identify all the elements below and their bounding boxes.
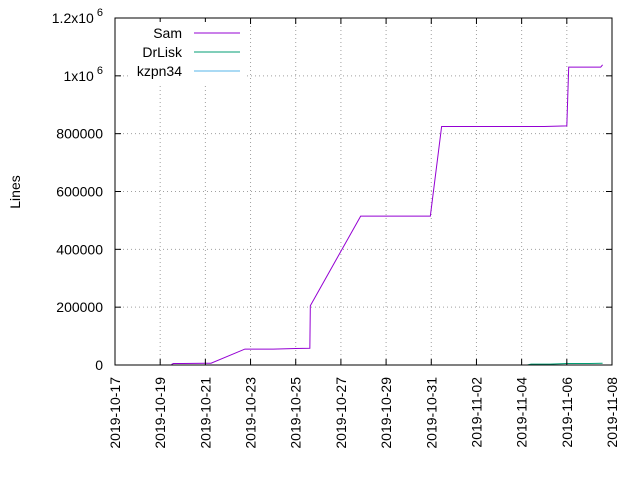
- grid-lines: [115, 18, 612, 365]
- legend-background: [128, 22, 246, 84]
- x-tick-label: 2019-10-23: [243, 377, 259, 449]
- series-lines: [171, 64, 603, 366]
- x-tick-label: 2019-11-08: [604, 377, 620, 448]
- x-tick-label: 2019-10-21: [197, 377, 213, 449]
- y-tick-labels: 0 200000 400000 600000 800000 1x10 6 1.2x10 6: [52, 7, 103, 373]
- y-tick-label: 800000: [56, 126, 103, 142]
- legend-label: Sam: [153, 25, 182, 41]
- x-tick-label: 2019-10-19: [152, 377, 168, 449]
- x-tick-label: 2019-11-04: [514, 377, 530, 448]
- x-tick-label: 2019-10-31: [423, 377, 439, 449]
- x-tick-label: 2019-11-02: [468, 377, 484, 448]
- x-tick-labels: 2019-10-17 2019-10-19 2019-10-21 2019-10-23…: [107, 377, 620, 449]
- x-tick-label: 2019-10-25: [288, 377, 304, 449]
- y-tick-label: 1.2x10 6: [52, 7, 103, 26]
- x-tick-label: 2019-10-17: [107, 377, 123, 449]
- y-axis-label: Lines: [7, 175, 23, 208]
- y-tick-label: 0: [95, 357, 103, 373]
- y-tick-label: 600000: [56, 184, 103, 200]
- series-line-sam: [171, 64, 603, 365]
- y-tick-label: 200000: [56, 299, 103, 315]
- legend-label: kzpn34: [137, 63, 182, 79]
- x-tick-label: 2019-11-06: [559, 377, 575, 448]
- x-tick-label: 2019-10-29: [378, 377, 394, 449]
- legend-label: DrLisk: [142, 44, 183, 60]
- series-line-drlisk: [527, 362, 603, 366]
- y-tick-label: 1x10 6: [63, 65, 103, 84]
- legend: Sam DrLisk kzpn34: [128, 22, 246, 84]
- y-tick-label: 400000: [56, 241, 103, 257]
- x-tick-label: 2019-10-27: [333, 377, 349, 449]
- axis-ticks: [114, 17, 613, 366]
